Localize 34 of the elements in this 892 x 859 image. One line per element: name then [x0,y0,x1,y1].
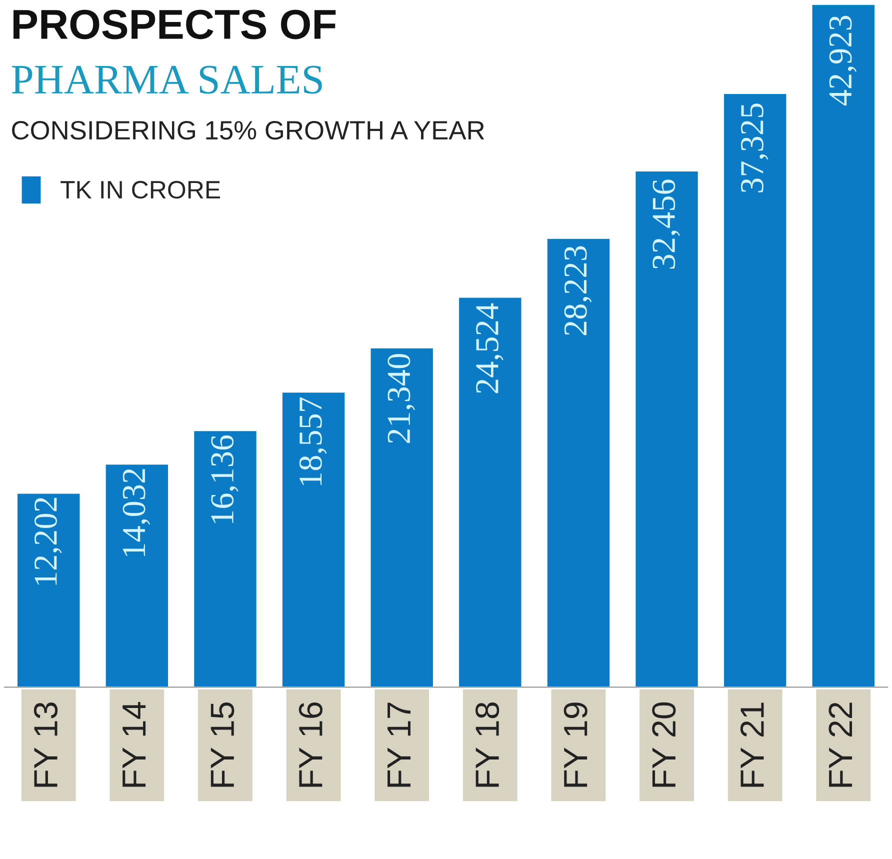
data-label: 16,136 [211,435,238,524]
bar [369,346,434,688]
data-label: 12,202 [34,498,62,585]
bar [722,92,788,688]
bar [458,296,523,688]
x-tick-label: FY 21 [740,702,764,787]
x-tick-label: FY 18 [476,702,500,787]
chart-title: PROSPECTS OF [13,10,336,40]
data-label: 28,223 [564,246,592,336]
data-label: 14,032 [122,469,150,556]
x-tick-label: FY 13 [34,702,58,787]
x-tick-label: FY 19 [564,702,588,787]
x-tick-label: FY 14 [122,702,146,787]
data-label: 42,923 [829,16,857,106]
data-label: 32,456 [652,180,680,269]
legend-label: TK IN CRORE [60,180,220,199]
data-label: 37,325 [741,104,768,192]
bar [192,430,258,688]
bar [281,391,346,688]
x-tick-label: FY 15 [210,702,234,787]
bar [546,237,611,688]
bar [16,492,82,688]
data-label: 18,557 [299,397,327,486]
text: PHARMA SALES [12,66,322,94]
bar [810,4,876,688]
bar [104,463,170,688]
x-tick-label: FY 22 [828,702,852,787]
bar [634,170,700,688]
x-tick-label: FY 17 [388,702,410,787]
x-tick-label: FY 20 [652,702,676,787]
annotation: CONSIDERING 15% GROWTH A YEAR [12,120,484,140]
data-label: 24,524 [476,303,504,394]
data-label: 21,340 [388,354,415,443]
x-tick-label: FY 16 [298,702,322,787]
